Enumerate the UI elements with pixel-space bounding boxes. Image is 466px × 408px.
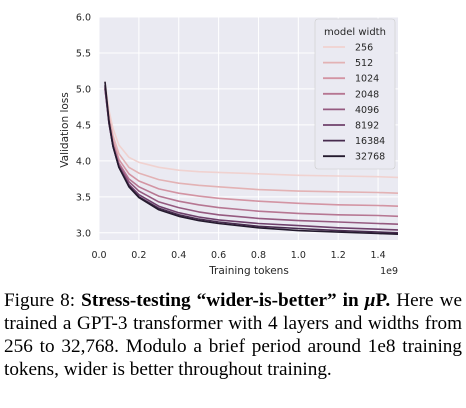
x-tick-label: 0.4 — [171, 250, 186, 261]
x-offset-label: 1e9 — [380, 266, 398, 277]
legend-label-4096: 4096 — [355, 105, 379, 116]
series-line-512 — [104, 85, 398, 194]
legend-label-256: 256 — [355, 43, 373, 54]
x-tick-label: 0.0 — [91, 250, 106, 261]
figure-caption: Figure 8: Stress-testing “wider-is-bette… — [4, 289, 462, 381]
legend-label-1024: 1024 — [355, 74, 379, 85]
y-tick-label: 4.5 — [76, 120, 91, 131]
series-line-32768 — [104, 81, 398, 235]
x-tick-label: 1.2 — [331, 250, 346, 261]
x-axis-label: Training tokens — [208, 265, 289, 277]
x-tick-label: 0.2 — [131, 250, 146, 261]
caption-prefix: Figure 8: — [4, 290, 82, 311]
series-line-256 — [104, 81, 398, 179]
y-tick-label: 4.0 — [76, 156, 91, 167]
legend-label-512: 512 — [355, 58, 373, 69]
legend-label-2048: 2048 — [355, 89, 379, 100]
legend-label-32768: 32768 — [355, 152, 385, 163]
legend-label-8192: 8192 — [355, 121, 379, 132]
x-tick-label: 1.0 — [291, 250, 306, 261]
legend-label-16384: 16384 — [355, 136, 385, 147]
loss-chart: 3.0 3.5 4.0 4.5 5.0 5.5 6.0 0.0 0.2 0.4 0.6 0.8 1.0… — [59, 13, 398, 277]
series-line-1024 — [104, 87, 398, 207]
x-tick-label: 1.4 — [371, 250, 386, 261]
x-tick-label: 0.6 — [211, 250, 226, 261]
y-tick-label: 5.5 — [76, 48, 91, 59]
y-tick-labels: 3.0 3.5 4.0 4.5 5.0 5.5 6.0 — [76, 13, 91, 240]
y-tick-label: 6.0 — [76, 13, 91, 24]
series-lines — [104, 81, 398, 235]
y-tick-label: 3.0 — [76, 228, 91, 239]
x-tick-label: 0.8 — [251, 250, 266, 261]
legend: model width 256 512 1024 2048 4096 8192 16384 3… — [314, 18, 396, 170]
y-tick-label: 5.0 — [76, 84, 91, 95]
caption-body: Here we trained a GPT-3 transformer with… — [4, 290, 462, 380]
caption-bold-text: Stress-testing “wider-is-better” in — [81, 290, 365, 311]
caption-bold-title: Stress-testing “wider-is-better” in μP. — [81, 290, 390, 311]
caption-mu: μ — [364, 290, 376, 311]
y-tick-label: 3.5 — [76, 192, 91, 203]
legend-title: model width — [324, 27, 386, 38]
y-axis-label: Validation loss — [59, 92, 71, 167]
caption-bold-end: P. — [375, 290, 391, 311]
x-tick-labels: 0.0 0.2 0.4 0.6 0.8 1.0 1.2 1.4 — [91, 250, 385, 261]
legend-box — [314, 18, 396, 170]
